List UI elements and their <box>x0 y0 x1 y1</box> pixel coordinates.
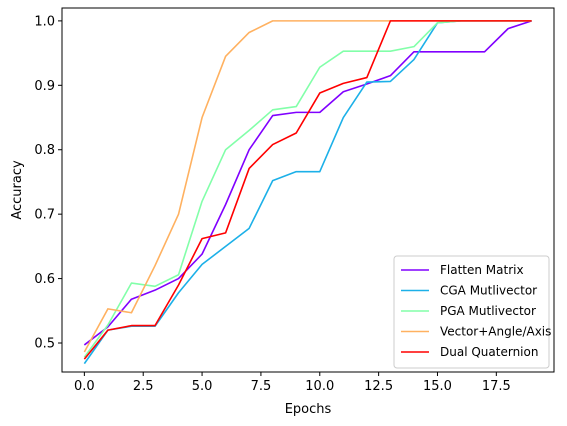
legend-entry-label: Vector+Angle/Axis <box>440 325 551 339</box>
y-tick-label: 0.5 <box>34 337 55 352</box>
x-tick-label: 2.5 <box>133 379 154 394</box>
x-tick-label: 5.0 <box>192 379 213 394</box>
x-axis-label: Epochs <box>285 402 332 417</box>
plot-area-frame <box>61 7 555 373</box>
x-tick-label: 0.0 <box>74 379 95 394</box>
legend-entry-label: PGA Mutlivector <box>440 304 536 318</box>
legend: Flatten Matrix CGA Mutlivector PGA Mutlive… <box>393 255 551 369</box>
x-tick-label: 7.5 <box>251 379 272 394</box>
y-tick-label: 0.6 <box>34 272 55 287</box>
x-tick-label: 12.5 <box>364 379 393 394</box>
legend-entry-label: Dual Quaternion <box>440 345 538 359</box>
series-line-5 <box>83 20 532 360</box>
ticks-layer: 0.0 2.5 5.0 7.5 10.0 12.5 15.0 17.5 0.5 0.6 0.7 0.8… <box>34 14 510 394</box>
x-tick-label: 17.5 <box>482 379 511 394</box>
y-tick-label: 0.7 <box>34 208 55 223</box>
y-tick-label: 0.8 <box>34 143 55 158</box>
y-tick-label: 1.0 <box>34 14 55 29</box>
legend-box <box>393 255 550 369</box>
series-layer <box>83 20 532 365</box>
legend-entry-label: CGA Mutlivector <box>440 284 537 298</box>
x-tick-label: 15.0 <box>423 379 452 394</box>
legend-entry-label: Flatten Matrix <box>440 263 524 277</box>
y-tick-label: 0.9 <box>34 79 55 94</box>
x-tick-label: 10.0 <box>305 379 334 394</box>
y-axis-label: Accuracy <box>10 160 25 220</box>
